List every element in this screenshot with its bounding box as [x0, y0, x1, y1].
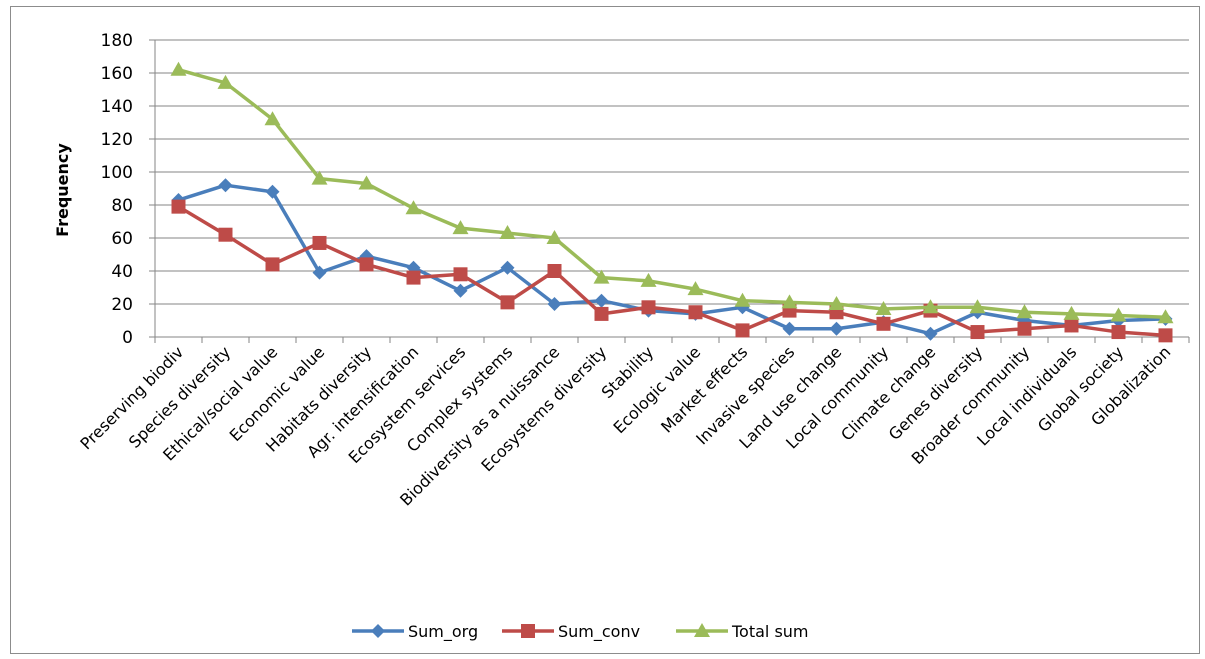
y-tick-label: 140 — [101, 97, 133, 117]
legend-item: Sum_org — [352, 622, 478, 642]
legend-item: Sum_conv — [502, 622, 640, 642]
legend-marker — [694, 623, 710, 637]
data-point — [311, 170, 328, 185]
data-point — [218, 227, 233, 242]
data-point — [453, 267, 468, 282]
data-point — [1064, 318, 1079, 333]
y-axis-label: Frequency — [53, 143, 72, 237]
legend-marker — [371, 624, 385, 638]
data-point — [876, 316, 891, 331]
legend-label: Total sum — [731, 622, 809, 641]
y-tick-label: 60 — [111, 229, 133, 249]
y-tick-label: 20 — [111, 295, 133, 315]
data-point — [312, 235, 327, 250]
series-layer — [170, 61, 1174, 343]
y-tick-label: 120 — [101, 130, 133, 150]
y-tick-label: 160 — [101, 64, 133, 84]
data-point — [405, 200, 422, 215]
legend: Sum_org Sum_conv Total sum — [352, 622, 809, 642]
data-point — [453, 283, 468, 298]
data-point — [640, 272, 657, 287]
data-point — [829, 321, 844, 336]
data-point — [594, 306, 609, 321]
data-point — [782, 321, 797, 336]
data-point — [500, 260, 515, 275]
y-tick-labels: 0 20 40 60 80 100 120 140 160 180 — [101, 31, 133, 348]
data-point — [875, 300, 892, 315]
data-point — [170, 61, 187, 76]
data-point — [735, 323, 750, 338]
data-point — [1157, 309, 1174, 324]
legend-label: Sum_org — [408, 622, 478, 642]
series-line — [177, 183, 1166, 336]
data-point — [687, 281, 704, 296]
data-point — [312, 265, 327, 280]
data-point — [1063, 305, 1080, 320]
data-point — [1111, 325, 1126, 340]
data-point — [452, 220, 469, 235]
axes — [149, 39, 1190, 343]
y-tick-label: 180 — [101, 31, 133, 51]
data-point — [1158, 328, 1173, 343]
legend-label: Sum_conv — [558, 622, 640, 642]
series-total-sum — [170, 61, 1174, 324]
data-point — [547, 297, 562, 311]
data-point — [406, 270, 421, 285]
data-point — [734, 292, 751, 307]
data-point — [500, 295, 515, 310]
series-sum-conv — [171, 199, 1173, 343]
series-line — [178, 68, 1166, 319]
data-point — [1017, 321, 1032, 336]
data-point — [970, 325, 985, 340]
data-point — [922, 299, 939, 314]
data-point — [547, 264, 562, 278]
data-point — [1110, 307, 1127, 322]
legend-marker — [521, 624, 535, 638]
data-point — [1016, 304, 1033, 319]
data-point — [264, 111, 281, 126]
data-point — [499, 225, 516, 240]
y-tick-label: 40 — [111, 262, 133, 282]
gridlines — [155, 39, 1189, 305]
data-point — [594, 293, 609, 308]
y-tick-label: 80 — [111, 196, 133, 216]
data-point — [828, 296, 845, 310]
data-point — [217, 74, 234, 89]
data-point — [218, 178, 233, 193]
series-line — [177, 205, 1166, 338]
legend-item: Total sum — [676, 622, 809, 641]
data-point — [265, 184, 280, 199]
data-point — [359, 257, 374, 272]
data-point — [171, 199, 186, 214]
data-point — [546, 230, 563, 244]
data-point — [641, 300, 656, 315]
data-point — [688, 305, 703, 320]
data-point — [969, 299, 986, 314]
data-point — [923, 326, 938, 341]
data-point — [593, 269, 610, 284]
data-point — [358, 175, 375, 190]
data-point — [781, 294, 798, 309]
data-point — [265, 257, 280, 272]
y-tick-label: 0 — [122, 328, 133, 348]
y-tick-label: 100 — [101, 163, 133, 183]
